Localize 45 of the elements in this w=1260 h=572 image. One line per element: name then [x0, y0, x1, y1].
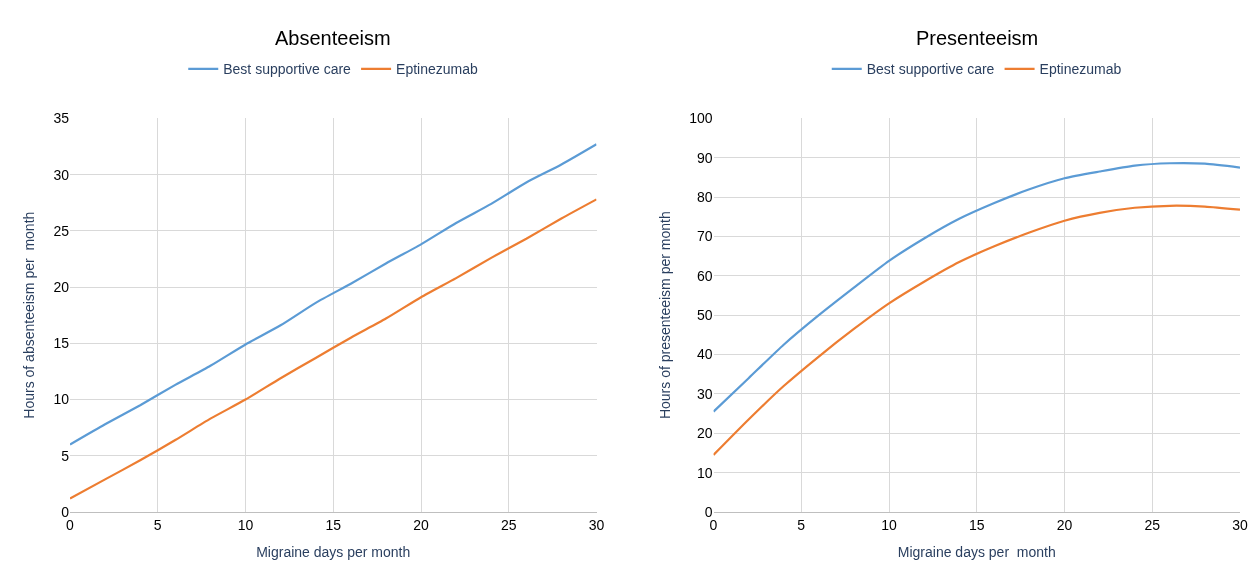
line-series	[70, 198, 597, 500]
y-tick-label: 40	[696, 346, 713, 363]
x-axis-title: Migraine days per month	[897, 544, 1056, 561]
y-tick-label: 20	[53, 278, 70, 295]
y-axis-title: Hours of absenteeism per month	[21, 211, 38, 419]
y-tick-label: 10	[53, 391, 70, 408]
y-axis-title: Hours of presenteeism per month	[656, 211, 673, 420]
legend-label: Best supportive care	[223, 61, 352, 78]
legend-label: Best supportive care	[866, 61, 995, 78]
y-tick-label: 20	[696, 425, 713, 442]
line-series	[713, 204, 1240, 457]
y-tick-label: 80	[696, 189, 713, 206]
x-tick-label: 10	[237, 516, 254, 533]
x-tick-label: 5	[153, 516, 162, 533]
y-tick-label: 10	[696, 464, 713, 481]
line-series	[70, 143, 597, 446]
x-axis-title: Migraine days per month	[256, 544, 411, 561]
y-tick-label: 0	[61, 503, 70, 520]
y-tick-label: 60	[696, 267, 713, 284]
legend-label: Eptinezumab	[396, 61, 479, 78]
y-tick-label: 15	[53, 335, 70, 352]
x-tick-label: 20	[1056, 516, 1073, 533]
y-tick-label: 5	[61, 447, 70, 464]
y-tick-label: 90	[696, 149, 713, 166]
x-tick-label: 15	[968, 516, 985, 533]
x-tick-label: 30	[588, 516, 605, 533]
legend-label: Eptinezumab	[1039, 61, 1122, 78]
x-tick-label: 10	[881, 516, 897, 533]
x-tick-label: 30	[1232, 516, 1248, 533]
x-tick-label: 15	[325, 516, 342, 533]
x-tick-label: 5	[797, 516, 806, 533]
x-tick-label: 20	[413, 516, 429, 533]
y-tick-label: 70	[696, 228, 713, 245]
y-tick-label: 25	[53, 222, 70, 239]
x-tick-label: 25	[1144, 516, 1161, 533]
y-tick-label: 0	[704, 503, 713, 520]
y-tick-label: 50	[696, 307, 713, 324]
y-tick-label: 30	[696, 385, 713, 402]
chart-title: Absenteeism	[275, 27, 391, 49]
line-series	[713, 162, 1240, 413]
chart-title: Presenteeism	[916, 27, 1039, 49]
y-tick-label: 35	[53, 110, 70, 127]
y-tick-label: 100	[689, 110, 713, 127]
x-tick-label: 25	[500, 516, 517, 533]
y-tick-label: 30	[53, 166, 70, 183]
